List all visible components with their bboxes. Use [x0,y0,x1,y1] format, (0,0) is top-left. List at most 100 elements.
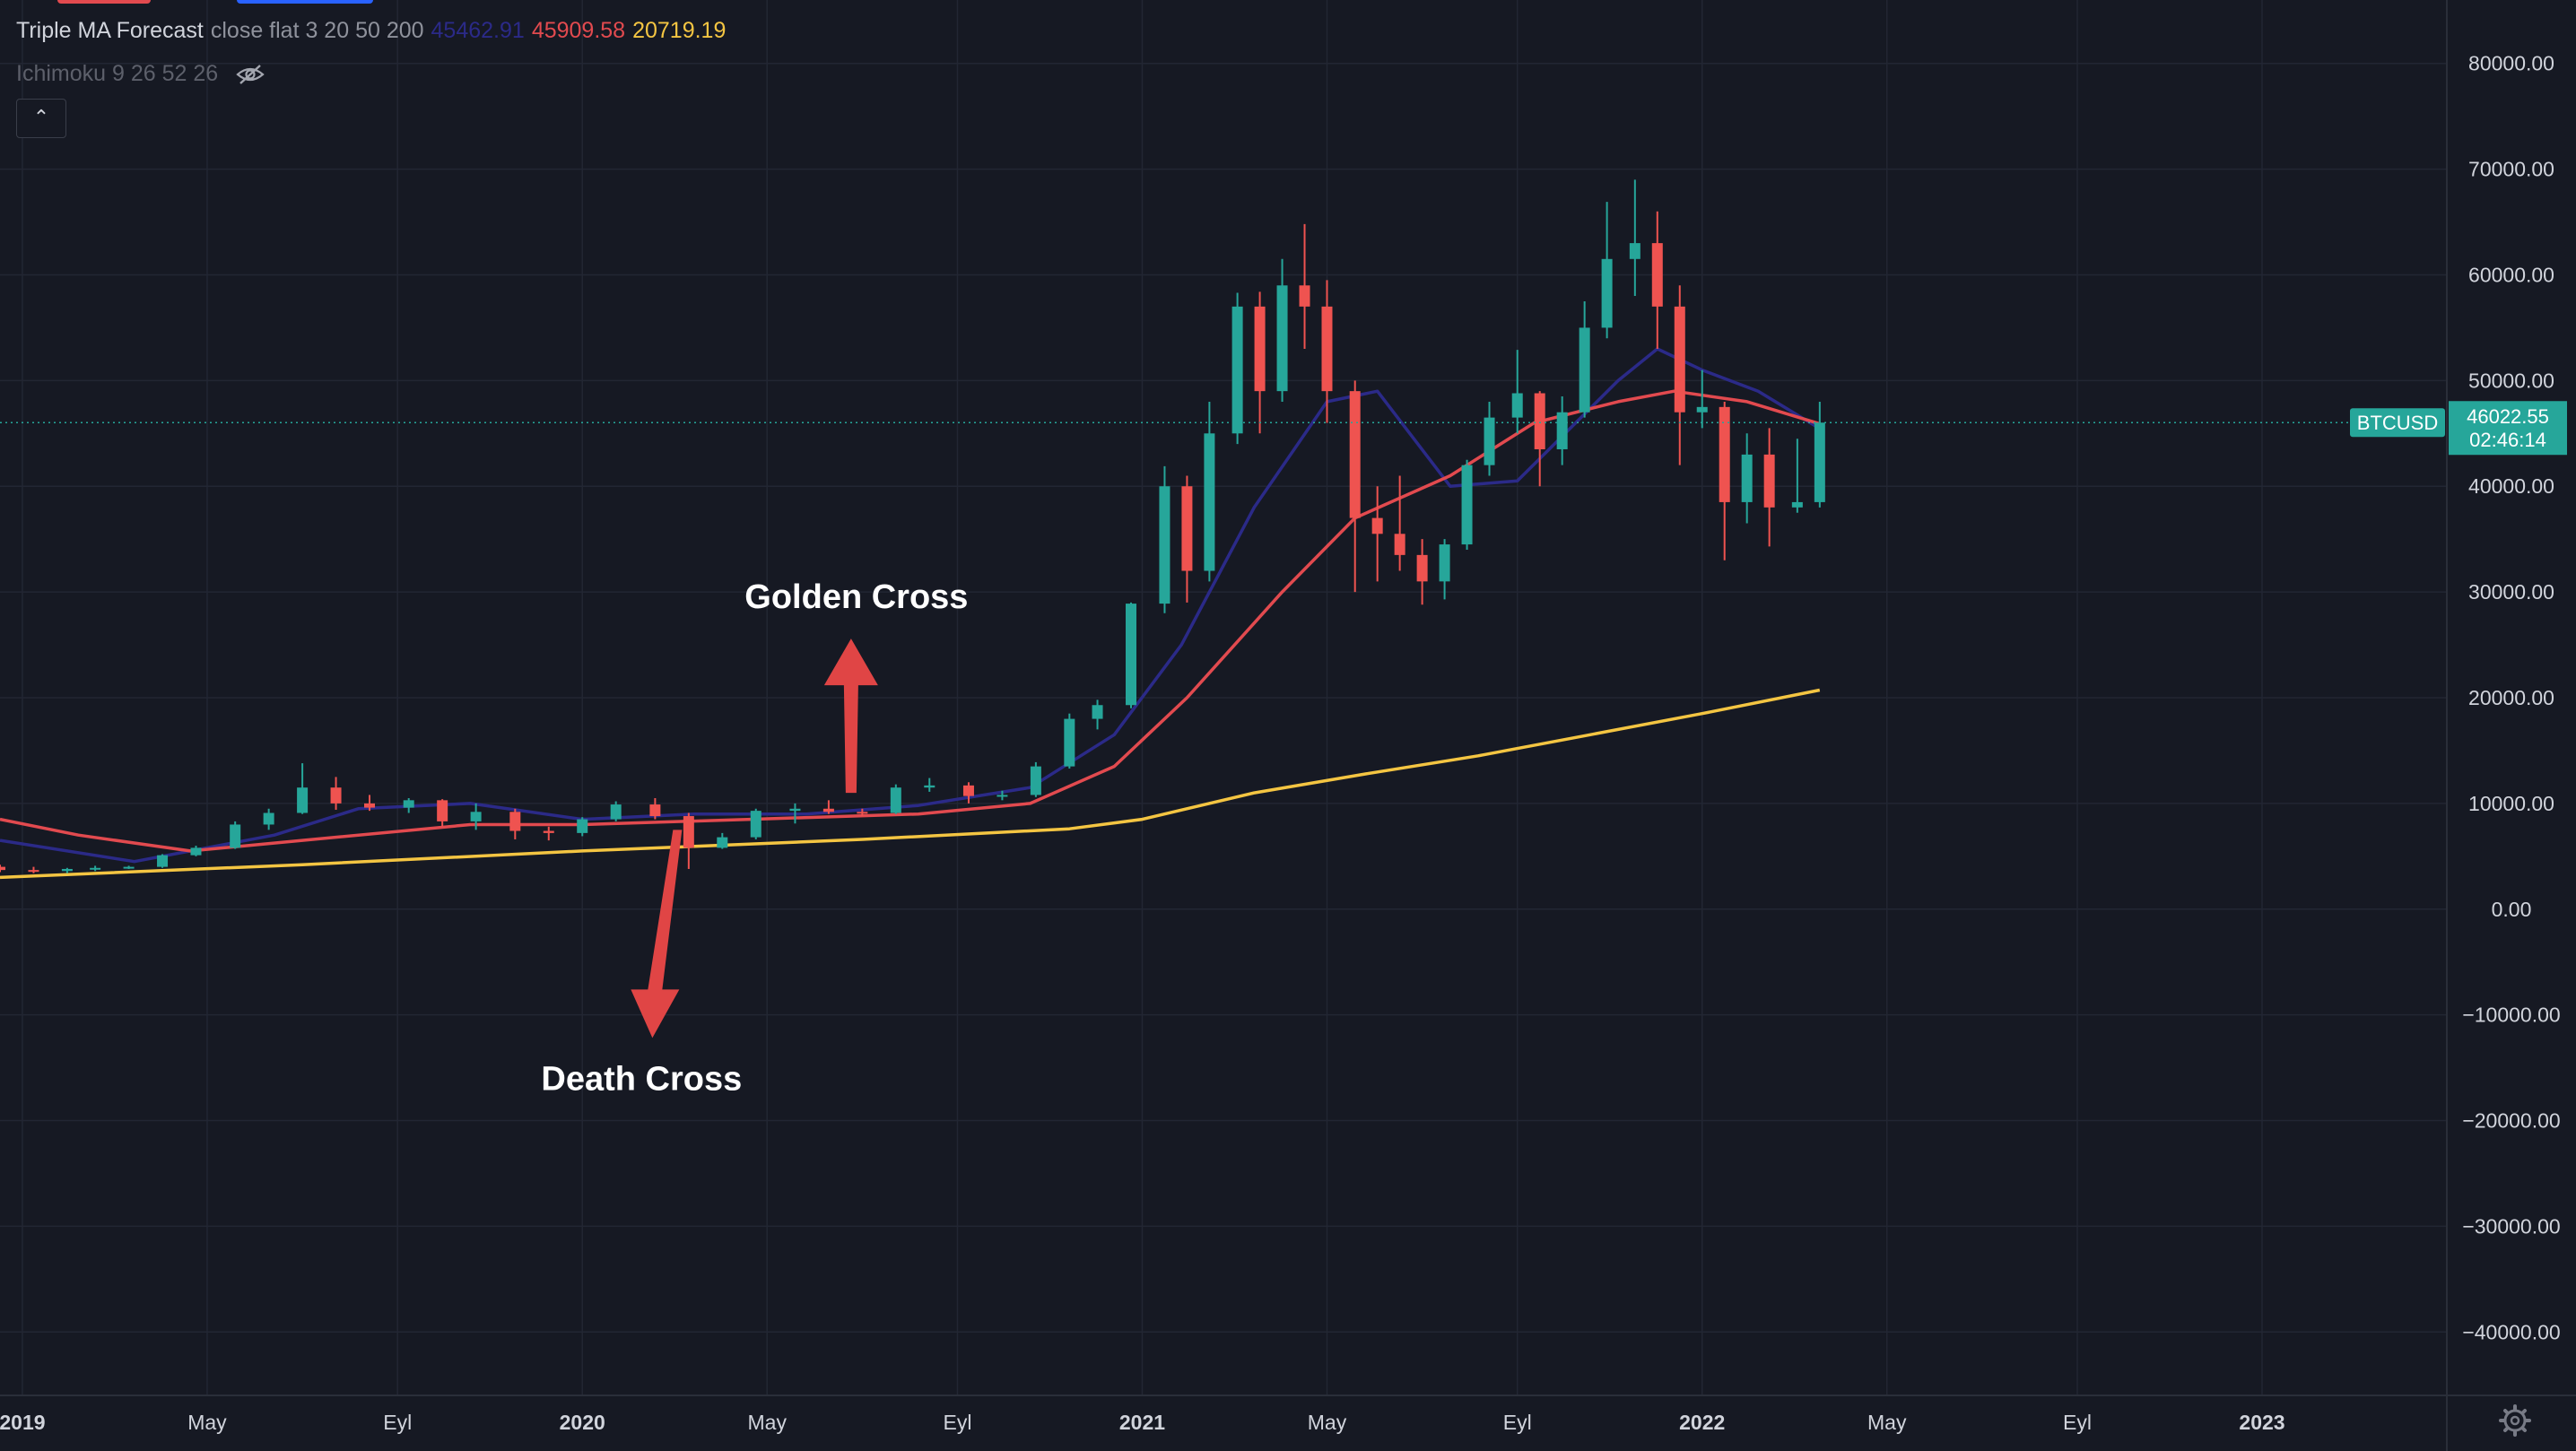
candle-body [789,808,801,812]
annotation-label: Death Cross [541,1060,742,1098]
candle-body [1416,554,1428,582]
indicator-legend[interactable]: Triple MA Forecast close flat 3 20 50 200… [16,18,733,44]
symbol-text: BTCUSD [2357,412,2438,434]
time-tick-label: May [187,1411,227,1434]
eye-off-icon[interactable] [235,63,265,86]
time-tick-label: Eyl [1503,1411,1532,1434]
candle-body [1159,486,1171,604]
candle-body [1321,306,1333,392]
top-tab-red[interactable] [57,0,151,4]
candle-body [1439,544,1450,582]
top-tab-blue[interactable] [237,0,373,4]
candle-body [263,812,274,825]
symbol-label [2350,408,2445,438]
price-tick-label: 70000.00 [2468,158,2554,181]
candle-body [470,812,482,821]
candle-body [1231,306,1243,434]
candle-body [1651,243,1663,307]
price-tick-label: −30000.00 [2462,1214,2560,1238]
time-tick-label: Eyl [383,1411,412,1434]
candle-body [1674,306,1685,413]
grid-lines [0,0,2447,1395]
chevron-up-icon: ⌃ [32,106,50,128]
candle-body [1696,406,1708,413]
candle-body [1181,486,1193,571]
candle-body [330,787,342,804]
candle-body [1601,258,1613,328]
candle-body [437,800,448,821]
ma-line-ma-200 [0,688,1821,880]
price-tick-label: 30000.00 [2468,580,2554,604]
price-value: 46022.55 [2467,405,2549,428]
time-tick-label: 2022 [1679,1411,1725,1434]
ma-mid-value: 45909.58 [531,18,626,43]
price-tick-label: −20000.00 [2462,1109,2560,1133]
candle-body [1299,285,1310,307]
candle-body [1814,422,1825,502]
price-tick-label: −10000.00 [2462,1004,2560,1027]
candle-body [683,816,694,848]
time-tick-label: Eyl [944,1411,972,1434]
candle-body [1030,766,1041,795]
time-tick-label: 2020 [560,1411,605,1434]
candle-body [1461,465,1473,545]
ma-line-ma-20 [0,347,1821,864]
price-tick-label: 50000.00 [2468,369,2554,392]
candle-body [1629,243,1640,259]
candle-body [1719,406,1730,502]
annotation-label: Golden Cross [744,578,968,616]
candle-body [1092,705,1103,719]
time-tick-label: May [1867,1411,1907,1434]
ma-line-ma-50 [0,389,1821,853]
candle-body [403,800,414,808]
candle-body [509,812,521,831]
candle-body [996,795,1008,797]
ma-slow-value: 20719.19 [632,18,727,43]
candle-body [1254,306,1266,392]
price-tick-label: 60000.00 [2468,263,2554,286]
candle-body [1556,412,1568,449]
candle-body [364,803,376,808]
candle-body [1394,534,1405,555]
ichimoku-label: Ichimoku 9 26 52 26 [16,61,219,86]
candle-body [1125,604,1136,706]
settings-gear-icon[interactable] [2499,1404,2531,1437]
candle-body [297,787,309,813]
price-tick-label: 80000.00 [2468,52,2554,75]
ma-fast-value: 45462.91 [431,18,525,43]
candle-body [1791,501,1803,508]
price-tick-label: 40000.00 [2468,474,2554,498]
arrow-down-icon [631,830,683,1038]
candle-body [750,811,761,838]
candle-body [857,812,868,814]
bar-countdown: 02:46:14 [2469,429,2546,451]
candle-body [230,824,241,848]
ichimoku-legend[interactable]: Ichimoku 9 26 52 26 [16,61,265,87]
time-axis[interactable]: 2019 May Eyl 2020 May Eyl 2021 May Eyl 2022 May Eyl… [0,1411,2285,1434]
price-tick-label: 10000.00 [2468,792,2554,815]
price-tick-label: −40000.00 [2462,1320,2560,1343]
indicator-name: Triple MA Forecast [16,18,204,43]
price-tick-label: 20000.00 [2468,686,2554,709]
price-axis[interactable]: 80000.00 70000.00 60000.00 50000.00 40000.00… [2462,52,2560,1344]
candle-body [577,819,588,833]
candle-body [1741,454,1753,502]
candle-body [822,808,834,812]
collapse-legend-button[interactable]: ⌃ [16,99,66,138]
candle-body [1064,718,1075,767]
candle-body [28,870,39,873]
candle-body [1276,285,1288,392]
candle-body [1763,454,1775,508]
candle-body [717,837,728,848]
moving-average-lines [0,347,1821,880]
time-tick-label: May [1308,1411,1347,1434]
candle-body [61,868,73,872]
arrow-up-icon [823,639,878,794]
candle-body [649,804,661,817]
candle-body [1534,393,1545,449]
price-label [2449,401,2567,456]
time-tick-label: Eyl [2063,1411,2092,1434]
